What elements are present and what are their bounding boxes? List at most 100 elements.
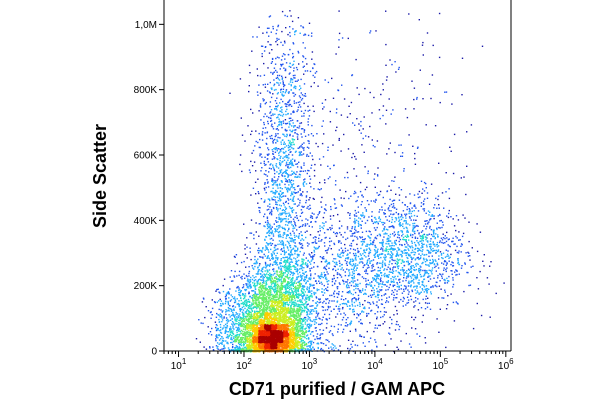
event-point [344, 271, 346, 273]
event-point [240, 343, 242, 345]
event-point [355, 330, 357, 332]
event-point [222, 327, 224, 329]
event-point [354, 305, 356, 307]
event-point [401, 250, 403, 253]
event-point [264, 274, 267, 276]
event-point [425, 187, 427, 189]
event-point [289, 129, 291, 131]
event-point [269, 287, 271, 290]
event-point [366, 186, 368, 188]
event-point [367, 172, 369, 175]
event-point [295, 303, 297, 306]
event-point [297, 268, 299, 271]
event-point [296, 136, 299, 138]
event-point [294, 242, 296, 244]
event-point [463, 176, 465, 178]
event-point [305, 218, 307, 220]
event-point [273, 247, 276, 249]
event-point [289, 268, 291, 270]
event-point [319, 318, 321, 320]
event-point [242, 309, 245, 311]
event-point [414, 274, 416, 277]
event-point [275, 105, 277, 108]
event-point [264, 182, 266, 184]
event-point [209, 331, 212, 333]
event-point [310, 260, 313, 262]
event-point [263, 74, 266, 76]
event-point [256, 283, 259, 285]
event-point [239, 316, 242, 319]
event-point [457, 252, 460, 254]
event-point [288, 65, 290, 68]
event-point [315, 310, 318, 312]
event-point [306, 335, 308, 337]
event-point [264, 127, 267, 129]
event-point [405, 272, 408, 274]
event-point [306, 345, 308, 348]
event-point [304, 70, 307, 72]
event-point [358, 129, 361, 131]
event-point [275, 133, 277, 135]
event-point [283, 171, 286, 173]
event-point [334, 265, 336, 268]
event-point [317, 247, 319, 250]
event-point [417, 257, 419, 259]
event-point [398, 273, 401, 275]
event-point [303, 95, 305, 97]
event-point [259, 223, 261, 225]
event-point [201, 301, 204, 303]
event-point [391, 281, 394, 283]
event-point [314, 239, 317, 241]
event-point [305, 236, 307, 239]
event-point [262, 277, 264, 279]
event-point [327, 273, 329, 275]
event-point [446, 253, 449, 256]
event-point [344, 243, 346, 246]
event-point [302, 224, 304, 226]
event-point [346, 226, 349, 228]
event-point [407, 261, 409, 264]
event-point [446, 267, 448, 269]
event-point [399, 253, 401, 256]
event-point [255, 263, 257, 265]
event-point [419, 286, 421, 288]
event-point [295, 163, 297, 165]
event-point [264, 83, 266, 86]
event-point [429, 259, 431, 261]
event-point [327, 249, 329, 251]
event-point [403, 274, 405, 277]
event-point [232, 349, 235, 351]
event-point [209, 311, 212, 314]
event-point [431, 74, 434, 76]
event-point [229, 92, 231, 94]
event-point [333, 242, 335, 245]
event-point [417, 146, 419, 148]
event-point [230, 299, 233, 301]
event-point [409, 268, 412, 270]
event-point [314, 247, 316, 249]
event-point [272, 166, 274, 168]
event-point [395, 270, 397, 272]
event-point [425, 285, 428, 287]
event-point [416, 240, 418, 242]
event-point [432, 286, 434, 288]
event-point [232, 314, 235, 317]
event-point [243, 347, 246, 349]
event-point [285, 251, 287, 253]
event-point [246, 275, 248, 278]
event-point [301, 243, 303, 245]
event-point [414, 263, 417, 265]
event-point [380, 93, 382, 96]
event-point [212, 349, 215, 351]
event-point [292, 141, 294, 143]
event-point [398, 199, 401, 201]
event-point [261, 156, 263, 158]
event-point [268, 198, 271, 200]
event-point [313, 175, 316, 177]
event-point [281, 175, 284, 177]
event-point [291, 170, 293, 172]
event-point [273, 168, 275, 171]
event-point [443, 269, 445, 271]
event-point [439, 241, 441, 244]
event-point [448, 212, 450, 215]
